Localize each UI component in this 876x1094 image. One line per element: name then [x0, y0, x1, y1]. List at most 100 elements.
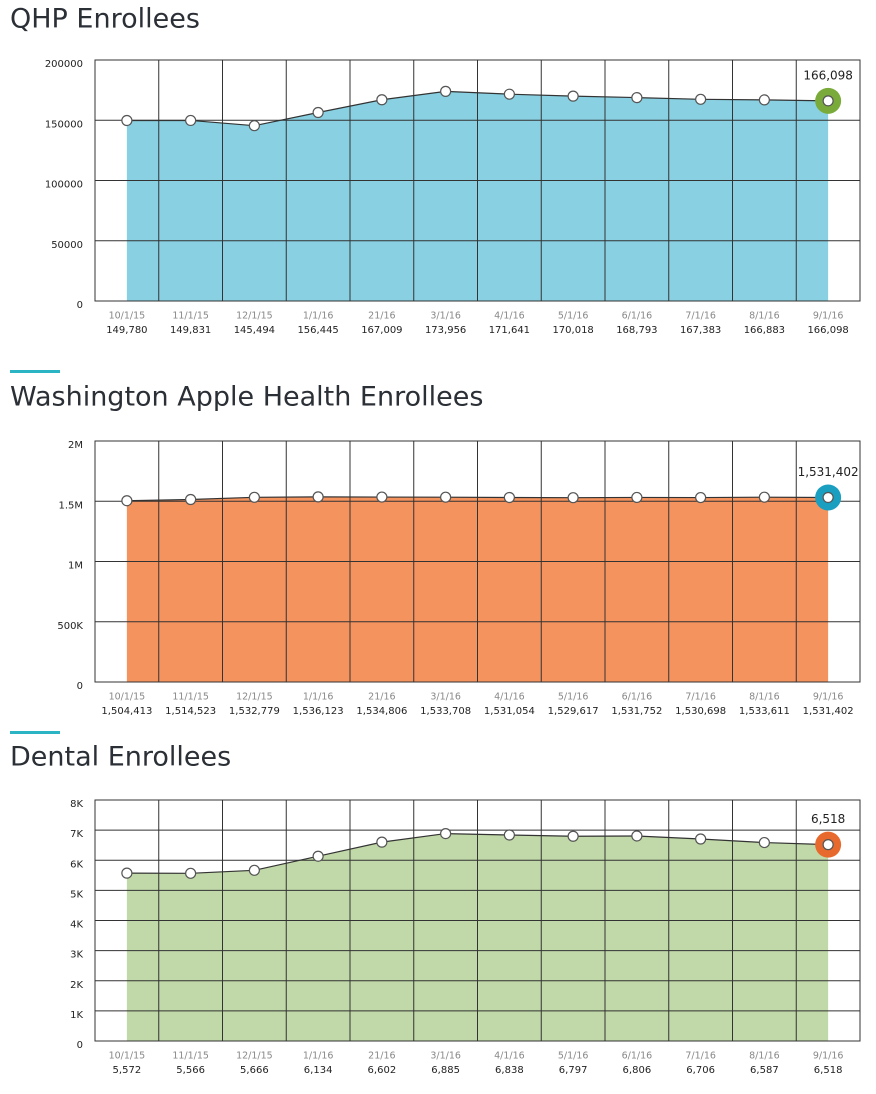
point [758, 94, 770, 106]
point [822, 95, 834, 107]
y-tick-label: 0 [77, 1040, 83, 1051]
highlight-label: 6,518 [811, 812, 845, 826]
value-label: 166,883 [744, 325, 785, 336]
value-label: 5,566 [176, 1065, 205, 1076]
point [248, 120, 260, 132]
value-label: 6,518 [814, 1065, 843, 1076]
value-label: 1,532,779 [229, 706, 280, 717]
section-accent [10, 370, 60, 373]
value-label: 171,641 [489, 325, 530, 336]
value-label: 6,797 [559, 1065, 588, 1076]
y-tick-label: 1K [70, 1010, 83, 1021]
value-label: 5,572 [113, 1065, 142, 1076]
point [121, 867, 133, 879]
x-tick-label: 4/1/16 [494, 1051, 525, 1062]
point [567, 90, 579, 102]
x-tick-label: 4/1/16 [494, 311, 525, 322]
x-tick-label: 10/1/15 [109, 1051, 146, 1062]
value-label: 149,780 [106, 325, 147, 336]
x-tick-label: 11/1/15 [172, 311, 209, 322]
point [376, 836, 388, 848]
value-label: 1,533,611 [739, 706, 790, 717]
x-tick-label: 12/1/15 [236, 311, 273, 322]
value-label: 156,445 [297, 325, 338, 336]
point [440, 827, 452, 840]
point [631, 491, 643, 504]
x-tick-label: 3/1/16 [430, 1051, 461, 1062]
point [567, 492, 579, 504]
value-label: 1,531,752 [611, 706, 662, 717]
x-tick-label: 6/1/16 [622, 311, 653, 322]
x-tick-label: 3/1/16 [430, 692, 461, 703]
section-accent [10, 731, 60, 734]
value-label: 1,536,123 [293, 706, 344, 717]
value-label: 6,134 [304, 1065, 333, 1076]
x-tick-label: 4/1/16 [494, 692, 525, 703]
line [126, 90, 829, 127]
point [248, 491, 260, 503]
value-label: 6,602 [368, 1065, 397, 1076]
y-tick-label: 8K [70, 799, 83, 810]
value-label: 168,793 [616, 325, 657, 336]
x-tick-label: 1/1/16 [303, 311, 334, 322]
x-tick-label: 3/1/16 [430, 311, 461, 322]
y-tick-label: 4K [70, 920, 83, 931]
point [758, 491, 770, 503]
point [185, 493, 197, 506]
y-tick-label: 2M [68, 440, 83, 451]
point [376, 94, 388, 106]
point [248, 864, 260, 876]
value-label: 1,514,523 [165, 706, 216, 717]
x-tick-label: 9/1/16 [813, 311, 844, 322]
point [440, 85, 452, 97]
x-tick-label: 8/1/16 [749, 311, 780, 322]
value-label: 1,530,698 [675, 706, 726, 717]
line [126, 832, 829, 874]
plot-frame [94, 59, 861, 302]
x-tick-label: 1/1/16 [303, 1051, 334, 1062]
value-label: 167,383 [680, 325, 721, 336]
chart-title: Washington Apple Health Enrollees [10, 382, 483, 413]
x-tick-label: 21/16 [368, 311, 395, 322]
value-label: 1,504,413 [101, 706, 152, 717]
point [758, 836, 770, 849]
point [440, 491, 452, 503]
y-tick-label: 2K [70, 980, 83, 991]
x-tick-label: 9/1/16 [813, 692, 844, 703]
point [822, 839, 834, 851]
y-tick-label: 100000 [45, 180, 83, 191]
value-label: 6,806 [623, 1065, 652, 1076]
highlight-label: 166,098 [803, 68, 853, 82]
value-label: 149,831 [170, 325, 211, 336]
point [631, 830, 643, 842]
x-tick-label: 8/1/16 [749, 692, 780, 703]
point [185, 114, 197, 127]
y-tick-label: 50000 [51, 240, 83, 251]
x-tick-label: 10/1/15 [109, 692, 146, 703]
y-tick-label: 5K [70, 889, 83, 900]
x-tick-label: 8/1/16 [749, 1051, 780, 1062]
value-label: 166,098 [807, 325, 848, 336]
value-label: 6,587 [750, 1065, 779, 1076]
point [312, 491, 324, 503]
x-tick-label: 7/1/16 [685, 311, 716, 322]
highlight-label: 1,531,402 [798, 465, 859, 479]
point [503, 491, 515, 504]
point [695, 491, 707, 504]
value-label: 1,531,402 [803, 706, 854, 717]
x-tick-label: 1/1/16 [303, 692, 334, 703]
point [121, 114, 133, 127]
x-tick-label: 10/1/15 [109, 311, 146, 322]
chart-title: Dental Enrollees [10, 742, 231, 773]
x-tick-label: 11/1/15 [172, 1051, 209, 1062]
y-tick-label: 150000 [45, 119, 83, 130]
value-label: 1,531,054 [484, 706, 535, 717]
chart-title: QHP Enrollees [10, 4, 200, 35]
y-tick-label: 1M [68, 561, 83, 572]
value-label: 173,956 [425, 325, 466, 336]
value-label: 6,838 [495, 1065, 524, 1076]
point [822, 491, 834, 504]
y-tick-label: 7K [70, 829, 83, 840]
value-label: 1,534,806 [356, 706, 407, 717]
plot-frame [94, 440, 861, 683]
